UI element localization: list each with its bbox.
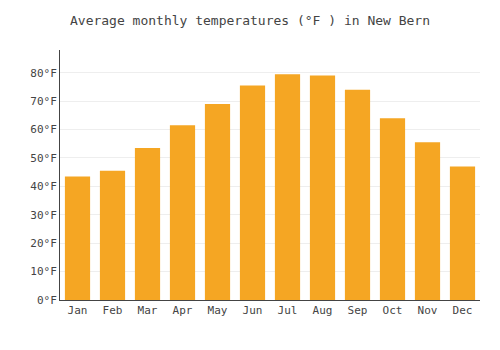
svg-text:Nov: Nov (418, 304, 438, 317)
svg-text:Oct: Oct (383, 304, 403, 317)
svg-text:Apr: Apr (173, 304, 193, 317)
svg-text:0°F: 0°F (37, 294, 57, 307)
svg-text:30°F: 30°F (30, 209, 57, 222)
svg-text:Average monthly temperatures (: Average monthly temperatures (°F ) in Ne… (70, 13, 430, 28)
svg-text:60°F: 60°F (30, 123, 57, 136)
svg-text:May: May (208, 304, 228, 317)
svg-text:40°F: 40°F (30, 180, 57, 193)
svg-text:Jun: Jun (243, 304, 263, 317)
svg-text:70°F: 70°F (30, 95, 57, 108)
svg-text:20°F: 20°F (30, 237, 57, 250)
svg-text:Dec: Dec (453, 304, 473, 317)
svg-text:Mar: Mar (138, 304, 158, 317)
svg-text:80°F: 80°F (30, 67, 57, 80)
svg-text:Sep: Sep (348, 304, 368, 317)
svg-text:10°F: 10°F (30, 265, 57, 278)
svg-text:50°F: 50°F (30, 152, 57, 165)
svg-text:Jul: Jul (278, 304, 298, 317)
svg-text:Jan: Jan (68, 304, 88, 317)
svg-text:Aug: Aug (313, 304, 333, 317)
svg-text:Feb: Feb (103, 304, 123, 317)
